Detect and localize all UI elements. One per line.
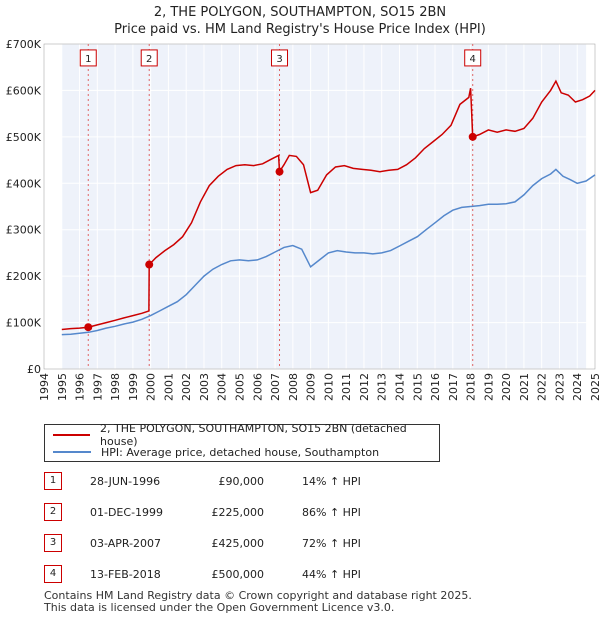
x-tick-label: 2018 — [465, 373, 478, 401]
table-row: 1 28-JUN-1996 £90,000 14% ↑ HPI — [44, 472, 464, 492]
table-row: 2 01-DEC-1999 £225,000 86% ↑ HPI — [44, 503, 464, 523]
sale-number-badge: 4 — [44, 565, 62, 583]
sale-label: 2 — [146, 54, 152, 65]
table-row: 4 13-FEB-2018 £500,000 44% ↑ HPI — [44, 565, 464, 585]
x-tick-label: 2000 — [145, 373, 158, 401]
legend-swatch-property — [53, 434, 91, 436]
unshaded-region — [44, 44, 62, 369]
y-tick-label: £600K — [6, 84, 42, 97]
x-tick-label: 2021 — [518, 373, 531, 401]
legend-label-hpi: HPI: Average price, detached house, Sout… — [101, 445, 380, 459]
sale-label-box — [464, 49, 482, 67]
y-tick-label: £100K — [6, 317, 42, 330]
hpi-line — [61, 168, 596, 336]
attribution-line-2: This data is licensed under the Open Gov… — [44, 601, 395, 614]
sale-hpi-change: 72% ↑ HPI — [302, 537, 361, 550]
sale-date: 03-APR-2007 — [90, 537, 162, 550]
x-tick-label: 2012 — [358, 373, 371, 401]
table-row: 3 03-APR-2007 £425,000 72% ↑ HPI — [44, 534, 464, 554]
x-tick-label: 2003 — [198, 373, 211, 401]
x-tick-label: 2015 — [411, 373, 424, 401]
x-tick-label: 2004 — [216, 373, 229, 401]
x-tick-label: 2008 — [287, 373, 300, 401]
legend-item-property: 2, THE POLYGON, SOUTHAMPTON, SO15 2BN (d… — [53, 422, 439, 448]
price-chart: £0 £100K £200K £300K £400K £500K £600K £700K 199… — [6, 38, 600, 401]
x-tick-label: 2010 — [322, 373, 335, 401]
x-tick-label: 1995 — [56, 373, 69, 401]
sale-label: 1 — [85, 54, 91, 65]
x-tick-label: 2025 — [589, 373, 600, 401]
x-tick-label: 2019 — [482, 373, 495, 401]
sale-hpi-change: 44% ↑ HPI — [302, 568, 361, 581]
chart-title: 2, THE POLYGON, SOUTHAMPTON, SO15 2BN — [153, 5, 447, 20]
legend: 2, THE POLYGON, SOUTHAMPTON, SO15 2BN (d… — [44, 422, 440, 462]
x-tick-label: 2013 — [376, 373, 389, 401]
sale-point — [145, 260, 154, 269]
sale-hpi-change: 86% ↑ HPI — [302, 506, 361, 519]
legend-item-hpi: HPI: Average price, detached house, Sout… — [53, 444, 379, 460]
x-tick-label: 1999 — [127, 373, 140, 401]
y-tick-label: £300K — [6, 224, 42, 237]
x-tick-label: 2022 — [536, 373, 549, 401]
x-tick-label: 2011 — [340, 373, 353, 401]
x-tick-label: 1996 — [74, 373, 87, 401]
sale-price: £90,000 — [218, 475, 265, 488]
sale-number-badge: 2 — [44, 503, 62, 521]
x-tick-label: 2014 — [393, 373, 406, 401]
x-tick-label: 2007 — [269, 373, 282, 401]
sale-number-badge: 3 — [44, 534, 62, 552]
x-tick-label: 2006 — [251, 373, 264, 401]
sale-point — [468, 132, 477, 141]
sale-date: 28-JUN-1996 — [90, 475, 161, 488]
x-tick-label: 2002 — [180, 373, 193, 401]
attribution: Contains HM Land Registry data © Crown c… — [44, 590, 472, 614]
x-tick-label: 2001 — [162, 373, 175, 401]
sale-label-box — [79, 49, 97, 67]
sale-label: 4 — [470, 54, 476, 65]
sale-point — [275, 167, 284, 176]
legend-label-property: 2, THE POLYGON, SOUTHAMPTON, SO15 2BN (d… — [100, 422, 407, 448]
x-tick-label: 2009 — [305, 373, 318, 401]
x-tick-label: 2023 — [553, 373, 566, 401]
legend-swatch-hpi — [53, 451, 91, 453]
x-tick-label: 2005 — [234, 373, 247, 401]
x-tick-label: 1997 — [91, 373, 104, 401]
sale-point — [84, 323, 93, 332]
sale-price: £425,000 — [211, 537, 265, 550]
x-tick-label: 2020 — [500, 373, 513, 401]
x-tick-label: 2017 — [447, 373, 460, 401]
y-tick-label: £0 — [27, 363, 41, 376]
x-tick-label: 2024 — [571, 373, 584, 401]
y-tick-label: £500K — [6, 131, 42, 144]
y-tick-label: £400K — [6, 177, 42, 190]
attribution-line-1: Contains HM Land Registry data © Crown c… — [44, 589, 472, 602]
sale-price: £500,000 — [211, 568, 265, 581]
plot-frame — [43, 43, 596, 370]
sale-date: 01-DEC-1999 — [90, 506, 164, 519]
chart-subtitle: Price paid vs. HM Land Registry's House … — [114, 22, 486, 37]
x-tick-label: 2016 — [429, 373, 442, 401]
sale-date: 13-FEB-2018 — [90, 568, 161, 581]
y-tick-label: £700K — [6, 38, 42, 51]
sale-label-box — [271, 49, 289, 67]
sale-hpi-change: 14% ↑ HPI — [302, 475, 361, 488]
sale-label: 3 — [276, 54, 282, 65]
x-tick-label: 1994 — [38, 373, 51, 401]
unshaded-region — [586, 44, 595, 369]
plot-area — [44, 44, 595, 369]
y-tick-label: £200K — [6, 270, 42, 283]
x-tick-label: 1998 — [109, 373, 122, 401]
sale-price: £225,000 — [211, 506, 265, 519]
sale-number-badge: 1 — [44, 472, 62, 490]
sale-label-box — [140, 49, 158, 67]
